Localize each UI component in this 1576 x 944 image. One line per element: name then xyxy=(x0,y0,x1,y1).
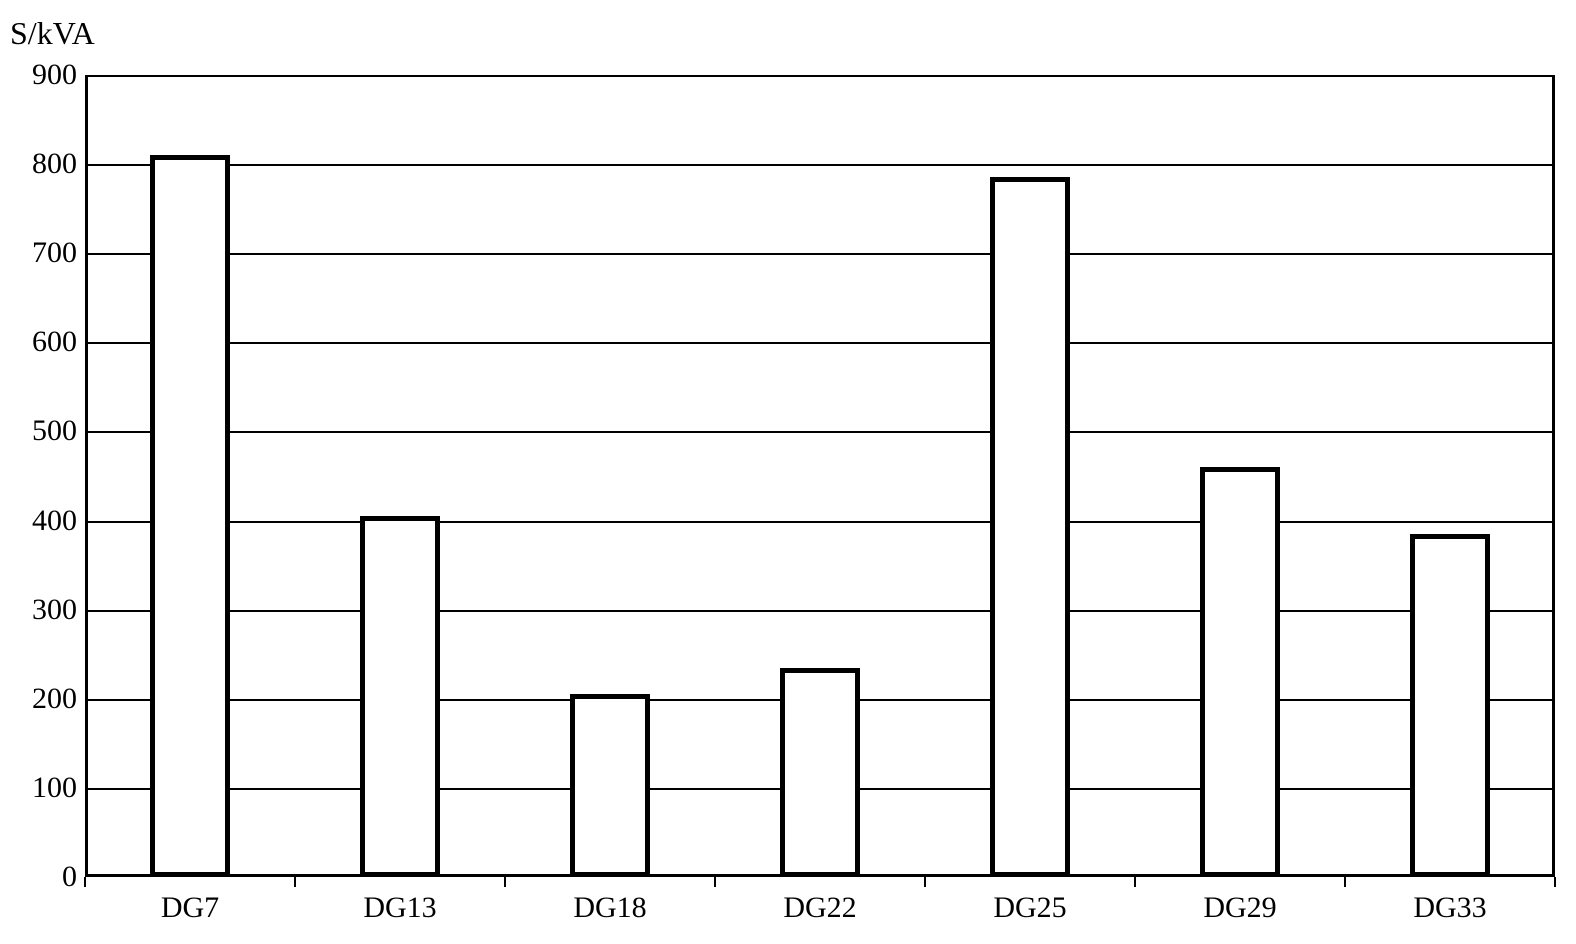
y-tick-label: 100 xyxy=(7,771,77,805)
x-tick-label: DG29 xyxy=(1203,891,1276,925)
y-tick-label: 400 xyxy=(7,504,77,538)
bar xyxy=(780,668,860,877)
plot-area xyxy=(85,75,1555,877)
axis-right xyxy=(1552,75,1555,877)
y-tick-label: 900 xyxy=(7,58,77,92)
bar xyxy=(990,177,1070,877)
y-tick-label: 800 xyxy=(7,147,77,181)
x-tick-label: DG33 xyxy=(1413,891,1486,925)
bar xyxy=(1200,467,1280,877)
gridline xyxy=(85,75,1555,77)
bar xyxy=(150,155,230,877)
y-tick-label: 600 xyxy=(7,325,77,359)
x-tick-label: DG13 xyxy=(363,891,436,925)
bar xyxy=(360,516,440,877)
x-tick-label: DG18 xyxy=(573,891,646,925)
y-tick-label: 500 xyxy=(7,414,77,448)
gridline xyxy=(85,610,1555,612)
y-tick-label: 300 xyxy=(7,593,77,627)
x-tick xyxy=(1554,877,1556,887)
y-axis-title: S/kVA xyxy=(10,15,95,52)
x-tick-label: DG22 xyxy=(783,891,856,925)
bar xyxy=(570,694,650,877)
bar xyxy=(1410,534,1490,877)
x-tick xyxy=(504,877,506,887)
gridline xyxy=(85,164,1555,166)
gridline xyxy=(85,253,1555,255)
x-tick xyxy=(924,877,926,887)
axis-left xyxy=(85,75,88,877)
gridline xyxy=(85,342,1555,344)
y-tick-label: 200 xyxy=(7,682,77,716)
x-tick xyxy=(294,877,296,887)
gridline xyxy=(85,521,1555,523)
x-tick xyxy=(714,877,716,887)
gridline xyxy=(85,431,1555,433)
x-tick xyxy=(84,877,86,887)
y-tick-label: 700 xyxy=(7,236,77,270)
x-tick-label: DG25 xyxy=(993,891,1066,925)
bar-chart: S/kVA 0 100 200 300 400 500 600 700 800 900 DG7 DG1… xyxy=(0,0,1576,944)
x-tick xyxy=(1134,877,1136,887)
y-tick-label: 0 xyxy=(7,860,77,894)
x-tick xyxy=(1344,877,1346,887)
x-tick-label: DG7 xyxy=(161,891,219,925)
